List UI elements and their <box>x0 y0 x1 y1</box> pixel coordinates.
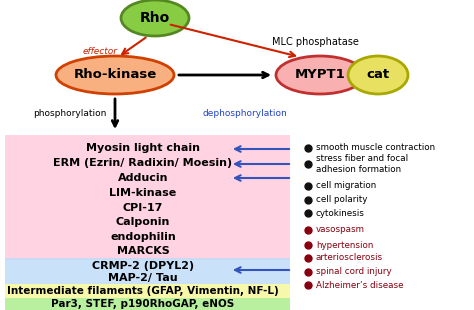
Text: Intermediate filaments (GFAP, Vimentin, NF-L): Intermediate filaments (GFAP, Vimentin, … <box>7 286 279 296</box>
Ellipse shape <box>276 56 364 94</box>
Text: cell migration: cell migration <box>316 181 376 191</box>
Text: Rho-kinase: Rho-kinase <box>73 69 156 82</box>
Ellipse shape <box>56 56 174 94</box>
Text: CPI-17: CPI-17 <box>123 203 163 213</box>
Text: cytokinesis: cytokinesis <box>316 209 365 218</box>
Text: LIM-kinase: LIM-kinase <box>109 188 177 198</box>
Text: stress fiber and focal
adhesion formation: stress fiber and focal adhesion formatio… <box>316 154 408 174</box>
Text: vasospasm: vasospasm <box>316 225 365 234</box>
Text: effector: effector <box>82 47 118 56</box>
FancyBboxPatch shape <box>5 135 290 260</box>
Text: spinal cord injury: spinal cord injury <box>316 268 392 277</box>
Ellipse shape <box>121 0 189 36</box>
Text: arteriosclerosis: arteriosclerosis <box>316 254 383 263</box>
Text: Myosin light chain: Myosin light chain <box>86 143 200 153</box>
Text: ERM (Ezrin/ Radixin/ Moesin): ERM (Ezrin/ Radixin/ Moesin) <box>54 158 233 168</box>
Text: Adducin: Adducin <box>118 173 168 183</box>
Text: endophilin: endophilin <box>110 232 176 242</box>
Ellipse shape <box>348 56 408 94</box>
Text: smooth muscle contraction: smooth muscle contraction <box>316 144 435 153</box>
FancyBboxPatch shape <box>5 298 290 310</box>
Text: hypertension: hypertension <box>316 241 374 250</box>
Text: MARCKS: MARCKS <box>117 246 169 256</box>
Text: phosphorylation: phosphorylation <box>33 108 107 117</box>
Text: Alzheimer’s disease: Alzheimer’s disease <box>316 281 403 290</box>
Text: dephosphorylation: dephosphorylation <box>202 108 287 117</box>
Text: Calponin: Calponin <box>116 217 170 227</box>
Text: CRMP-2 (DPYL2): CRMP-2 (DPYL2) <box>92 261 194 271</box>
FancyBboxPatch shape <box>5 284 290 299</box>
Text: MYPT1: MYPT1 <box>295 69 346 82</box>
FancyBboxPatch shape <box>5 258 290 286</box>
Text: Par3, STEF, p190RhoGAP, eNOS: Par3, STEF, p190RhoGAP, eNOS <box>51 299 235 309</box>
Text: cat: cat <box>366 69 390 82</box>
Text: cell polarity: cell polarity <box>316 196 367 205</box>
Text: Rho: Rho <box>140 11 170 25</box>
Text: MAP-2/ Tau: MAP-2/ Tau <box>108 273 178 283</box>
Text: MLC phosphatase: MLC phosphatase <box>272 37 358 47</box>
